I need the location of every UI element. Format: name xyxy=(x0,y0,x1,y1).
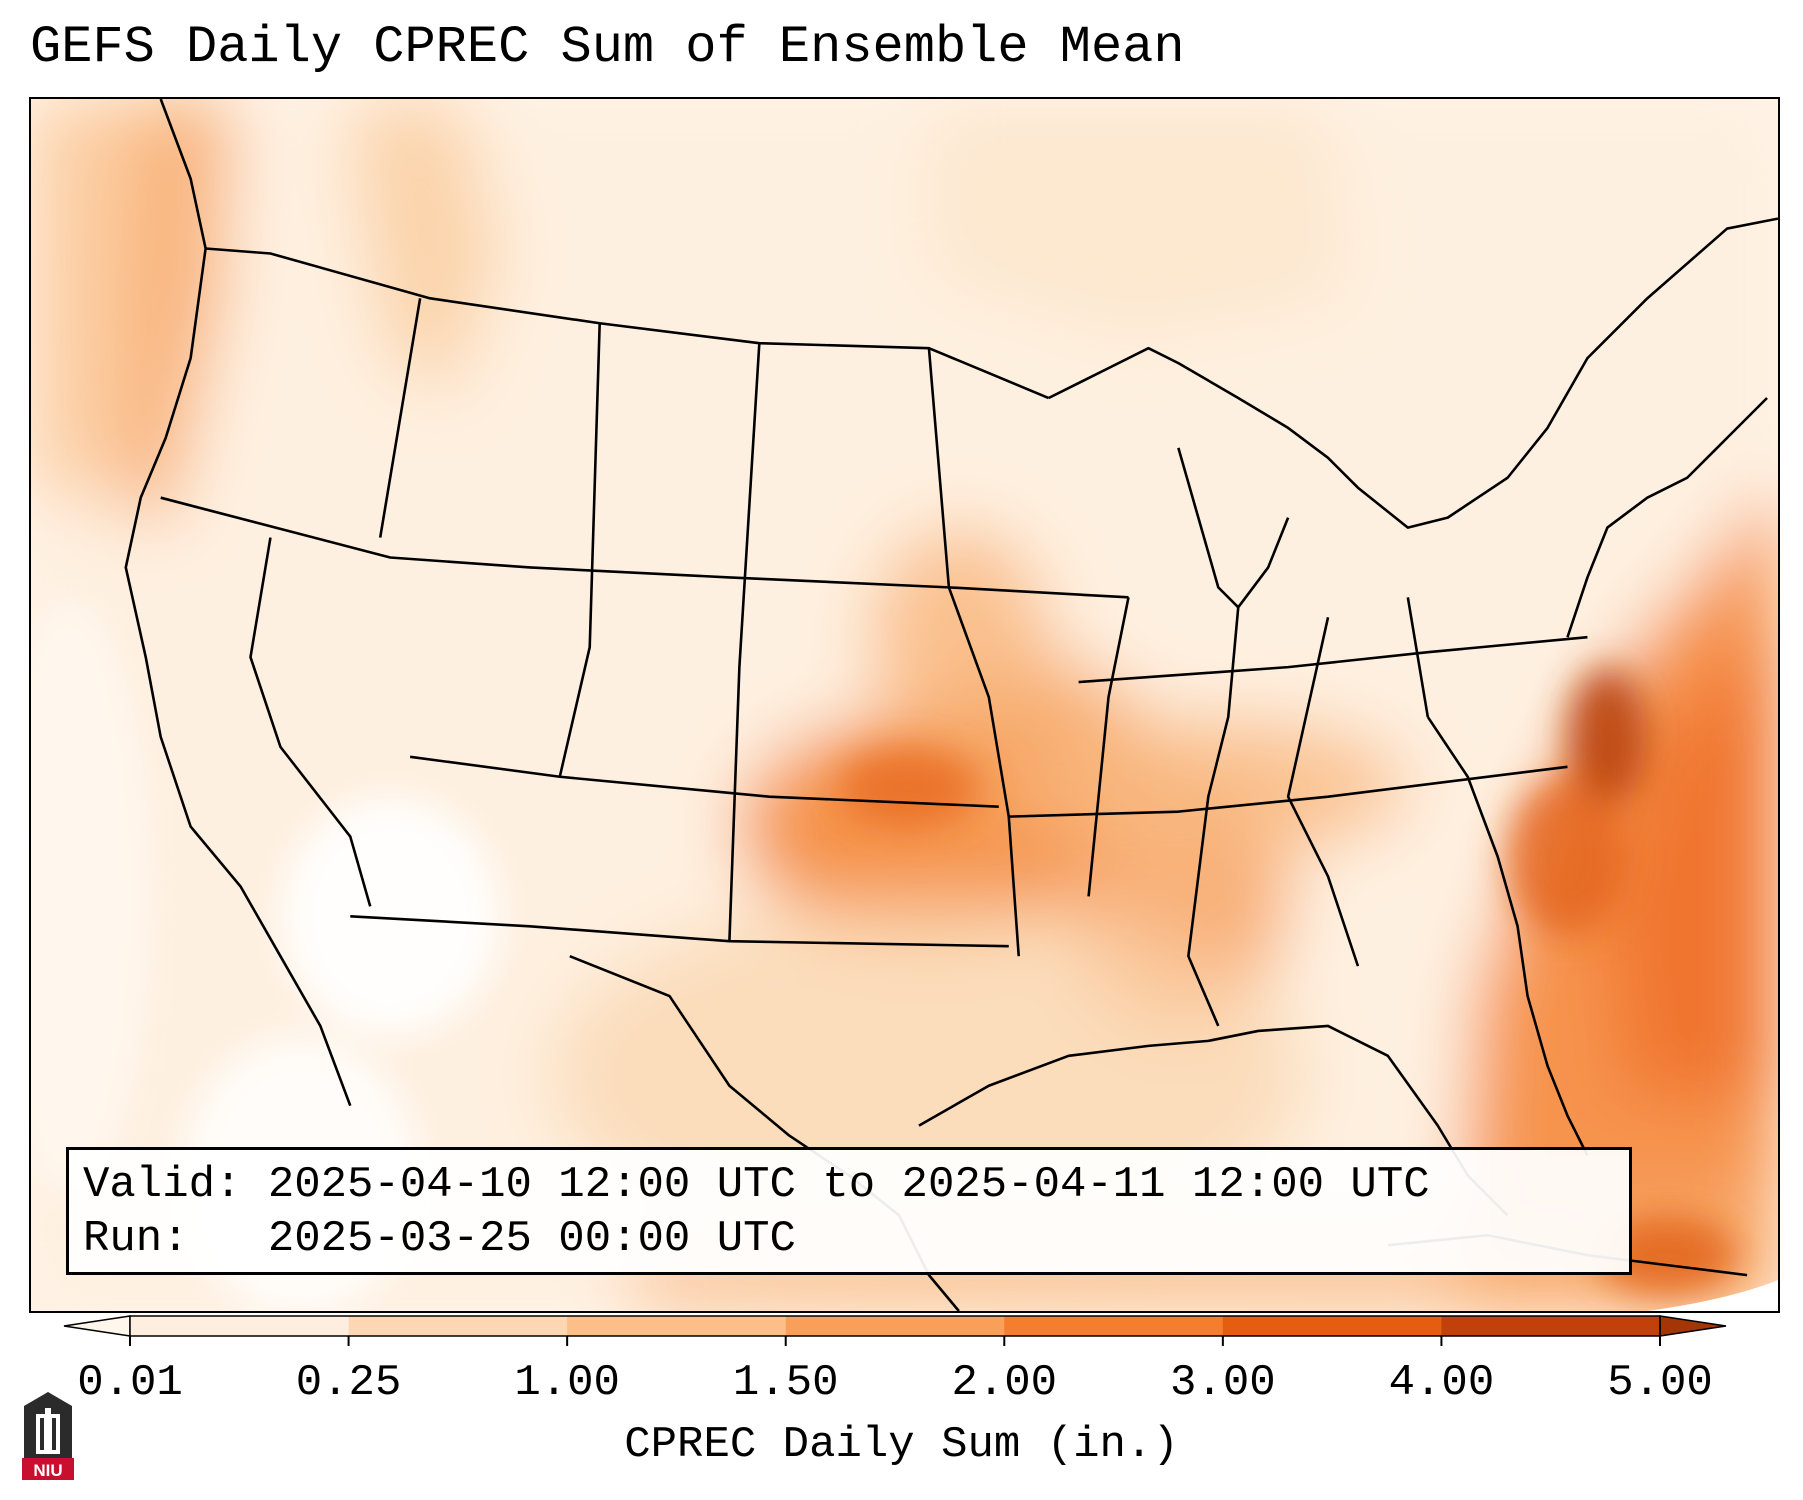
colorbar-extend-under xyxy=(63,1315,131,1337)
colorbar-tick-label: 3.00 xyxy=(1170,1358,1276,1408)
precip-map xyxy=(31,99,1778,1311)
colorbar-bin xyxy=(1441,1316,1661,1336)
valid-value: 2025-04-10 12:00 UTC to 2025-04-11 12:00… xyxy=(267,1160,1430,1210)
run-value: 2025-03-25 00:00 UTC xyxy=(267,1214,796,1264)
colorbar-tick-label: 0.01 xyxy=(77,1358,183,1408)
colorbar-bin xyxy=(785,1316,1005,1336)
colorbar-bin xyxy=(1004,1316,1224,1336)
valid-label: Valid: xyxy=(83,1160,242,1210)
map-panel xyxy=(29,97,1780,1313)
colorbar-tick-label: 4.00 xyxy=(1388,1358,1495,1408)
colorbar-extend-over xyxy=(1659,1315,1727,1337)
valid-line: Valid: 2025-04-10 12:00 UTC to 2025-04-1… xyxy=(83,1158,1615,1212)
colorbar-bin xyxy=(567,1316,787,1336)
niu-logo-icon: NIU xyxy=(22,1392,74,1480)
colorbar-tick-label: 0.25 xyxy=(295,1358,402,1408)
colorbar-tick-label: 1.50 xyxy=(732,1358,839,1408)
map-title: GEFS Daily CPREC Sum of Ensemble Mean xyxy=(30,18,1185,77)
colorbar-tick-label: 2.00 xyxy=(951,1358,1058,1408)
colorbar-tick-label: 5.00 xyxy=(1607,1358,1713,1408)
colorbar-bin xyxy=(1222,1316,1442,1336)
run-line: Run: 2025-03-25 00:00 UTC xyxy=(83,1212,1615,1266)
precip-field xyxy=(31,99,1778,1311)
colorbar-label: CPREC Daily Sum (in.) xyxy=(624,1420,1179,1470)
colorbar-outline xyxy=(129,1315,1661,1337)
run-label: Run: xyxy=(83,1214,242,1264)
niu-logo-text: NIU xyxy=(33,1461,62,1480)
colorbar xyxy=(63,1315,1727,1346)
valid-run-box: Valid: 2025-04-10 12:00 UTC to 2025-04-1… xyxy=(66,1147,1632,1275)
colorbar-bin xyxy=(348,1316,568,1336)
colorbar-tick-label: 1.00 xyxy=(514,1358,620,1408)
colorbar-bin xyxy=(130,1316,350,1336)
